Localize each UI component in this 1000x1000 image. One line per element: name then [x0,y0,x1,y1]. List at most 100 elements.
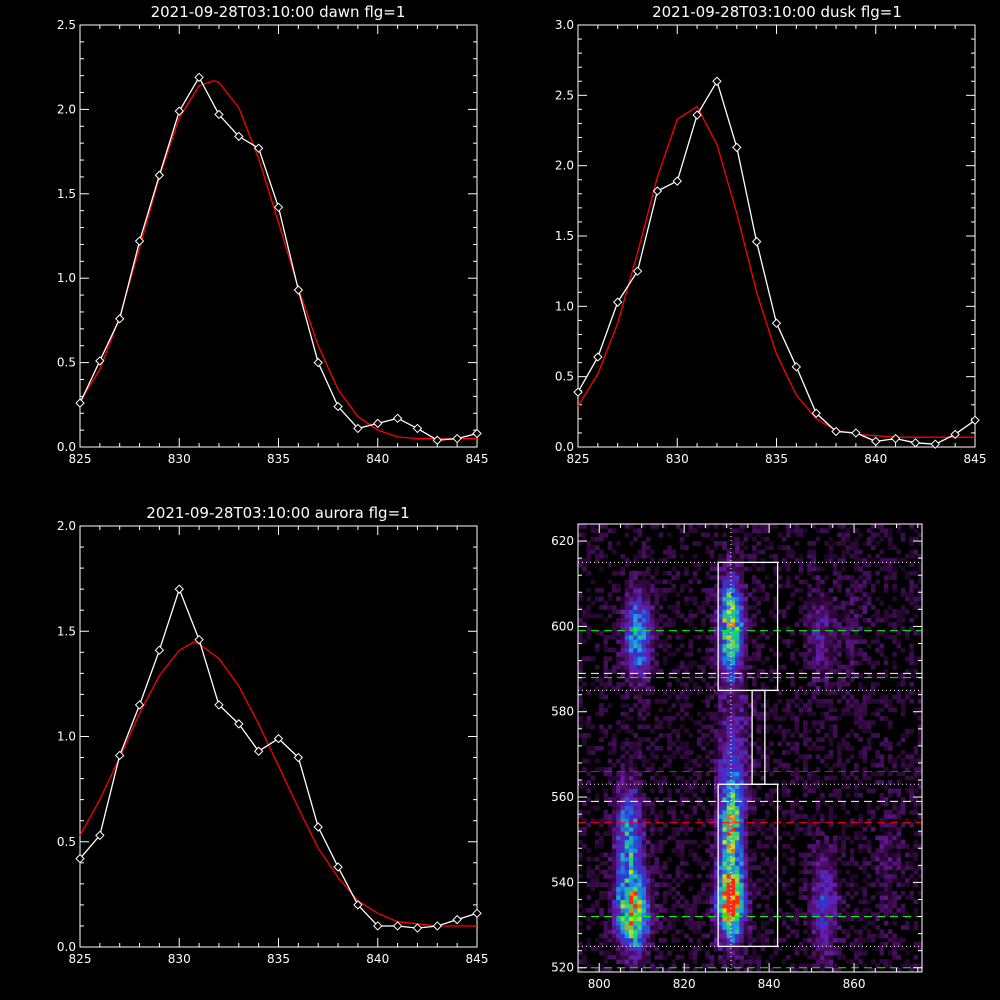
heatmap-cell [760,920,766,926]
data-point-marker [612,297,623,307]
heatmap-cell [595,643,600,649]
heatmap-cell [658,639,664,644]
heatmap-cell [905,775,910,781]
heatmap-cell [798,686,804,691]
heatmap-cell [764,724,770,730]
heatmap-cell [866,839,872,845]
heatmap-cell [760,630,766,636]
heatmap-cell [671,814,676,819]
heatmap-cell [599,711,604,717]
heatmap-cell [709,660,715,666]
heatmap-cell [900,707,906,713]
heatmap-cell [875,771,880,777]
heatmap-cell [726,788,732,794]
heatmap-cell [578,959,583,964]
heatmap-cell [684,963,689,969]
heatmap-cell [883,890,889,896]
heatmap-cell [586,963,592,969]
heatmap-cell [730,669,736,674]
heatmap-cell [582,613,587,619]
heatmap-cell [854,579,859,585]
heatmap-cell [747,805,753,811]
heatmap-cell [726,792,732,798]
heatmap-cell [713,967,719,973]
heatmap-cell [900,839,906,845]
heatmap-cell [612,741,617,747]
heatmap-cell [845,809,851,815]
heatmap-cell [837,677,842,683]
heatmap-cell [896,639,902,644]
heatmap-cell [730,733,736,738]
heatmap-cell [820,600,825,606]
heatmap-cell [637,822,643,828]
heatmap-cell [824,716,829,721]
heatmap-cell [858,647,863,653]
heatmap-cell [679,809,685,815]
heatmap-cell [705,596,710,602]
heatmap-cell [735,784,740,789]
heatmap-cell [892,912,897,917]
heatmap-cell [743,762,749,768]
heatmap-cell [866,899,872,905]
heatmap-cell [845,673,851,678]
heatmap-cell [629,937,634,943]
heatmap-cell [730,664,736,670]
heatmap-cell [841,839,846,845]
heatmap-cell [722,959,727,964]
heatmap-cell [858,575,863,580]
heatmap-cell [692,613,698,619]
heatmap-cell [824,946,829,952]
heatmap-cell [832,579,838,585]
heatmap-cell [900,617,906,623]
heatmap-cell [824,835,829,841]
heatmap-cell [896,831,902,836]
heatmap-cell [722,916,727,922]
heatmap-cell [675,890,681,896]
heatmap-cell [616,839,621,845]
heatmap-cell [646,588,651,593]
heatmap-cell [883,562,889,568]
heatmap-cell [849,524,855,529]
heatmap-cell [624,652,630,657]
heatmap-cell [752,882,757,888]
heatmap-cell [820,720,825,725]
heatmap-cell [722,677,727,683]
heatmap-cell [883,852,889,858]
heatmap-cell [871,532,876,538]
heatmap-cell [599,895,604,900]
heatmap-cell [688,703,693,708]
heatmap-cell [718,809,723,815]
heatmap-cell [637,848,643,853]
heatmap-cell [641,809,647,815]
heatmap-cell [696,890,702,896]
heatmap-cell [760,844,766,849]
heatmap-cell [586,908,592,913]
heatmap-cell [722,622,727,627]
heatmap-cell [790,639,795,644]
heatmap-cell [913,771,919,777]
heatmap-cell [875,925,880,930]
heatmap-cell [735,920,740,926]
heatmap-cell [726,912,732,917]
heatmap-cell [854,890,859,896]
heatmap-cell [722,711,727,717]
heatmap-cell [713,933,719,939]
heatmap-cell [841,741,846,747]
heatmap-cell [888,852,893,858]
heatmap-cell [641,724,647,730]
heatmap-cell [739,754,744,760]
heatmap-cell [709,588,715,593]
heatmap-cell [641,524,647,529]
heatmap-cell [671,831,676,836]
heatmap-cell [871,605,876,610]
heatmap-cell [769,797,774,802]
heatmap-cell [820,963,825,969]
heatmap-cell [624,558,630,563]
heatmap-cell [629,762,634,768]
heatmap-cell [790,771,795,777]
heatmap-cell [892,899,897,905]
heatmap-cell [679,792,685,798]
heatmap-cell [688,579,693,585]
heatmap-cell [832,596,838,602]
heatmap-cell [646,946,651,952]
